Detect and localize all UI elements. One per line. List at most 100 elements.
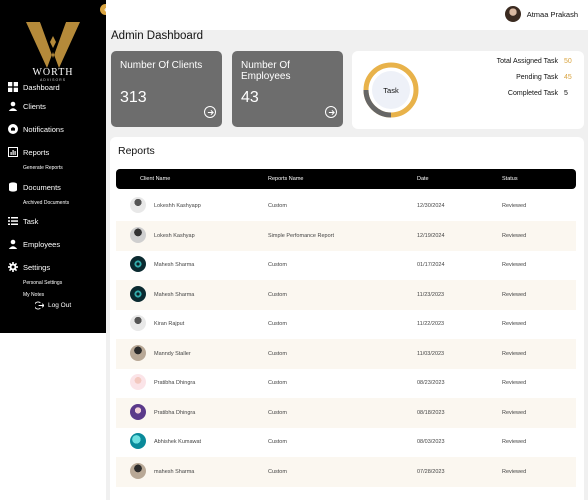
- table-row[interactable]: Mahesh Sharma Custom 11/23/2023 Reviewed: [116, 280, 576, 310]
- client-avatar: [130, 404, 146, 420]
- grid-icon: [8, 82, 18, 92]
- chevron-left-icon: ‹: [104, 4, 107, 15]
- column-header[interactable]: Status: [502, 176, 518, 182]
- client-avatar: [130, 374, 146, 390]
- top-bar: Atmaa Prakash: [106, 0, 588, 30]
- table-row[interactable]: mahesh Sharma Custom 07/28/2023 Reviewed: [116, 457, 576, 487]
- sidebar-item-reports[interactable]: Reports: [8, 147, 49, 157]
- user-menu[interactable]: Atmaa Prakash: [504, 6, 578, 22]
- bell-icon: [8, 124, 18, 134]
- report-status: Reviewed: [502, 203, 527, 209]
- report-date: 12/30/2024: [417, 203, 445, 209]
- table-header: Client Name Reports Name Date Status: [116, 169, 576, 189]
- client-avatar: [130, 315, 146, 331]
- report-status: Reviewed: [502, 292, 527, 298]
- table-row[interactable]: Kiran Rajput Custom 11/22/2023 Reviewed: [116, 309, 576, 339]
- client-name: Pratibha Dhingra: [154, 410, 196, 416]
- task-label: Total Assigned Task: [496, 58, 558, 65]
- sidebar-subitem-archived-documents[interactable]: Archived Documents: [23, 200, 70, 206]
- sidebar: WORTH ADVISORS Dashboard Clients Notific…: [0, 0, 106, 333]
- client-name: mahesh Sharma: [154, 469, 195, 475]
- report-name: Custom: [268, 469, 287, 475]
- worth-logo-icon: [26, 22, 80, 68]
- collapse-sidebar-button[interactable]: ‹: [100, 4, 111, 15]
- report-status: Reviewed: [502, 380, 527, 386]
- database-icon: [9, 182, 17, 192]
- arrow-right-icon[interactable]: [325, 106, 337, 118]
- task-total-row: Total Assigned Task 50: [468, 58, 578, 65]
- report-name: Custom: [268, 380, 287, 386]
- task-summary-card: Task Total Assigned Task 50 Pending Task…: [352, 51, 584, 129]
- table-row[interactable]: Pratibha Dhingra Custom 08/18/2023 Revie…: [116, 398, 576, 428]
- gear-icon: [8, 262, 18, 272]
- logout-button[interactable]: Log Out: [35, 301, 71, 310]
- sidebar-item-label: Task: [23, 216, 39, 226]
- report-status: Reviewed: [502, 351, 527, 357]
- report-icon: [8, 147, 18, 157]
- report-status: Reviewed: [502, 233, 527, 239]
- column-header[interactable]: Date: [417, 176, 429, 182]
- sidebar-item-task[interactable]: Task: [8, 216, 38, 226]
- sidebar-subitem-personal-settings[interactable]: Personal Settings: [23, 280, 63, 286]
- report-date: 07/28/2023: [417, 469, 445, 475]
- sidebar-item-employees[interactable]: Employees: [8, 239, 60, 249]
- client-name: Lokeshh Kashyapp: [154, 203, 201, 209]
- report-name: Custom: [268, 439, 287, 445]
- report-date: 11/03/2023: [417, 351, 445, 357]
- sidebar-item-documents[interactable]: Documents: [8, 182, 61, 192]
- client-avatar: [130, 197, 146, 213]
- sidebar-subitem-my-notes[interactable]: My Notes: [23, 292, 45, 298]
- sidebar-item-label: Clients: [23, 101, 46, 111]
- report-date: 08/23/2023: [417, 380, 445, 386]
- table-row[interactable]: Pratibha Dhingra Custom 08/23/2023 Revie…: [116, 368, 576, 398]
- stat-label: Number Of Clients: [120, 60, 203, 71]
- report-name: Custom: [268, 351, 287, 357]
- task-label: Pending Task: [516, 74, 558, 81]
- task-value: 50: [564, 58, 572, 65]
- table-row[interactable]: Lokeshh Kashyapp Custom 12/30/2024 Revie…: [116, 191, 576, 221]
- client-avatar: [130, 463, 146, 479]
- sidebar-item-label: Dashboard: [23, 82, 60, 92]
- client-avatar: [130, 227, 146, 243]
- column-header[interactable]: Reports Name: [268, 176, 304, 182]
- report-status: Reviewed: [502, 262, 527, 268]
- report-name: Custom: [268, 321, 287, 327]
- reports-title: Reports: [118, 145, 155, 157]
- sidebar-item-notifications[interactable]: Notifications: [8, 124, 64, 134]
- sidebar-subitem-generate-reports[interactable]: Generate Reports: [23, 165, 63, 171]
- report-name: Simple Perfomance Report: [268, 233, 335, 239]
- report-date: 11/22/2023: [417, 321, 445, 327]
- report-date: 12/19/2024: [417, 233, 445, 239]
- task-label: Completed Task: [507, 90, 558, 97]
- client-name: Mahesh Sharma: [154, 292, 195, 298]
- sidebar-item-dashboard[interactable]: Dashboard: [8, 82, 60, 92]
- sidebar-item-clients[interactable]: Clients: [8, 101, 46, 111]
- stat-value: 43: [241, 89, 259, 106]
- client-name: Mahesh Sharma: [154, 262, 195, 268]
- table-row[interactable]: Mahesh Sharma Custom 01/17/2024 Reviewed: [116, 250, 576, 280]
- report-status: Reviewed: [502, 469, 527, 475]
- stat-value: 313: [120, 89, 147, 106]
- clients-count-card[interactable]: Number Of Clients 313: [111, 51, 222, 127]
- report-date: 08/03/2023: [417, 439, 445, 445]
- report-name: Custom: [268, 292, 287, 298]
- user-name: Atmaa Prakash: [526, 9, 578, 19]
- task-pending-row: Pending Task 45: [468, 74, 578, 81]
- column-header[interactable]: Client Name: [140, 176, 171, 182]
- sidebar-item-label: Reports: [23, 147, 50, 157]
- client-name: Lokesh Kashyap: [154, 233, 195, 239]
- task-value: 5: [564, 90, 568, 97]
- task-value: 45: [564, 74, 572, 81]
- avatar: [504, 6, 521, 22]
- table-row[interactable]: Abhishek Kumawat Custom 08/03/2023 Revie…: [116, 427, 576, 457]
- employees-count-card[interactable]: Number Of Employees 43: [232, 51, 343, 127]
- table-row[interactable]: Lokesh Kashyap Simple Perfomance Report …: [116, 221, 576, 251]
- sidebar-item-settings[interactable]: Settings: [8, 262, 50, 272]
- arrow-right-icon[interactable]: [204, 106, 216, 118]
- report-name: Custom: [268, 410, 287, 416]
- brand-name: WORTH: [32, 67, 74, 78]
- report-name: Custom: [268, 203, 287, 209]
- sidebar-item-label: Employees: [23, 239, 61, 249]
- table-row[interactable]: Manndy Staller Custom 11/03/2023 Reviewe…: [116, 339, 576, 369]
- client-avatar: [130, 286, 146, 302]
